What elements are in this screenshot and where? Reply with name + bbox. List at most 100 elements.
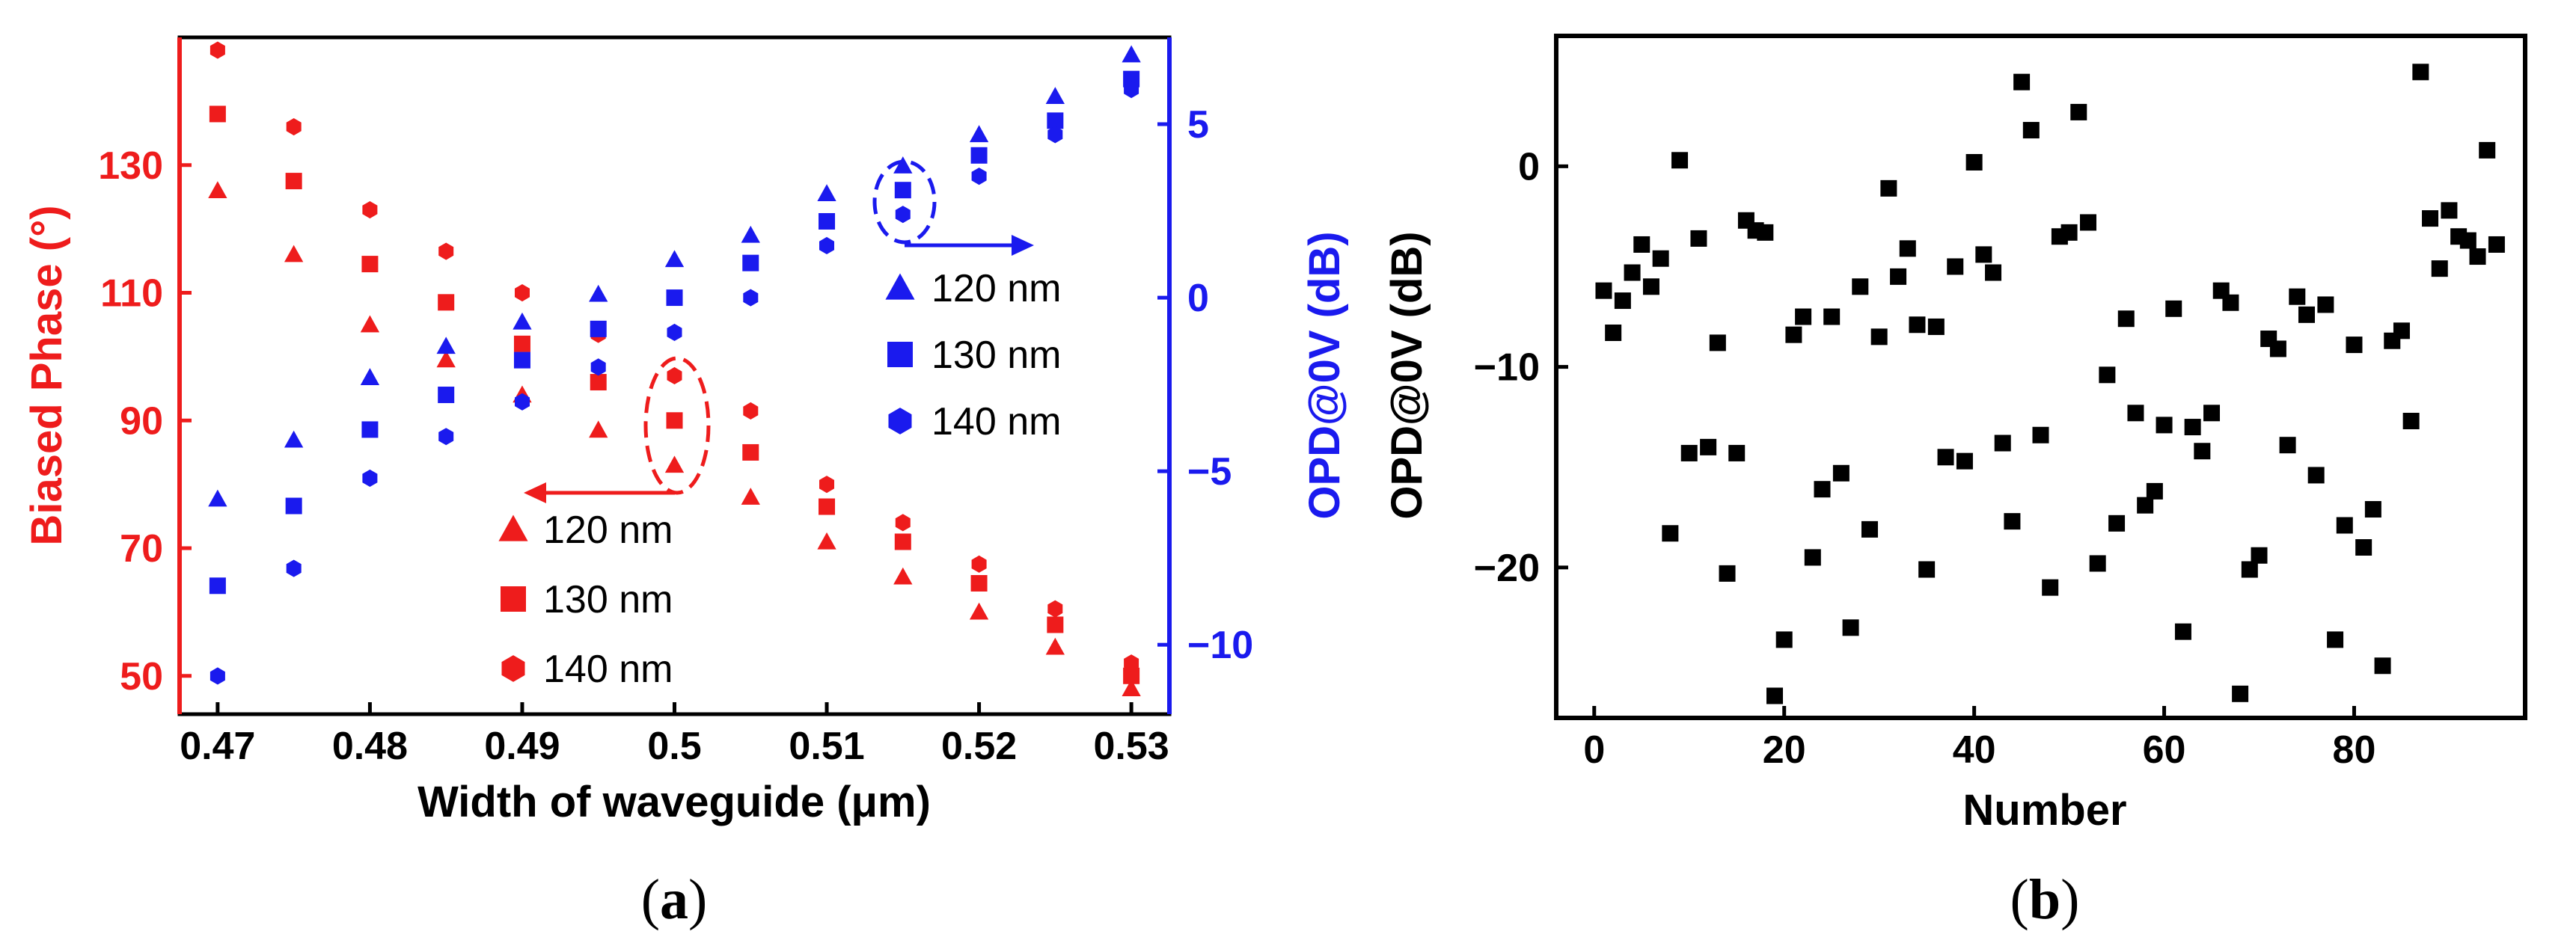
data-point-right-hexagon (1124, 81, 1139, 99)
data-point-b (1965, 153, 1983, 171)
data-point-right-hexagon (209, 667, 225, 685)
data-point-b (2156, 417, 2173, 434)
data-point-b (2241, 561, 2258, 578)
y-axis-label-b: OPD@0V (dB) (1383, 231, 1431, 519)
x-axis-label-a: Width of waveguide (μm) (417, 778, 931, 826)
data-point-b (1614, 292, 1631, 310)
data-point-right-hexagon (743, 289, 759, 307)
data-point-right-triangle (436, 337, 456, 354)
data-point-b (1909, 316, 1926, 334)
data-point-b (1700, 438, 1717, 455)
data-point-right-hexagon (438, 428, 454, 446)
data-point-right-square (209, 577, 226, 595)
data-point-b (2222, 294, 2239, 311)
data-point-b (2061, 224, 2078, 241)
data-point-right-hexagon (362, 469, 378, 487)
data-point-right-triangle (817, 184, 836, 201)
legend-left-marker (501, 586, 526, 612)
data-point-right-square (970, 147, 988, 164)
data-point-right-hexagon (286, 559, 302, 577)
data-point-b (2099, 366, 2116, 384)
data-point-b (2298, 306, 2315, 323)
data-point-right-square (1123, 70, 1140, 87)
x-tick-label-a: 0.49 (484, 725, 560, 768)
data-point-b (2431, 260, 2448, 277)
data-point-b (2042, 579, 2059, 596)
data-point-right-triangle (589, 284, 608, 302)
legend-left: 120 nm 130 nm 140 nm (498, 509, 673, 691)
data-point-b (1975, 246, 1992, 263)
data-point-b (2079, 214, 2096, 231)
data-point-b (2279, 437, 2296, 454)
data-point-left-square (894, 533, 911, 550)
data-point-right-hexagon (590, 358, 606, 376)
x-tick-label-b: 40 (1953, 728, 1996, 772)
data-point-b (1757, 224, 1774, 241)
data-point-left-triangle (969, 602, 989, 620)
data-point-left-triangle (664, 455, 685, 473)
data-point-left-square (970, 574, 988, 592)
chart-panel-a: 0.47 0.48 0.49 0.5 0.51 0.52 0.53 507090110130… (22, 35, 1349, 931)
data-point-b (1709, 334, 1726, 351)
chart-panel-b: 0 20 40 60 80 0 −10 −20 Number OPD@0V (dB) (b) (1383, 34, 2527, 931)
data-point-left-triangle (208, 181, 227, 199)
data-point-b (2203, 405, 2221, 422)
data-point-right-square (1047, 112, 1064, 129)
data-point-left-square (209, 105, 226, 123)
data-point-right-hexagon (971, 168, 987, 185)
x-tick-label-a: 0.52 (941, 725, 1017, 768)
y-axis-label-left: Biased Phase (°) (22, 205, 71, 545)
highlight-ellipse-right (872, 159, 937, 245)
data-point-b (2364, 501, 2381, 518)
plot-frame-b (1554, 34, 2527, 720)
data-point-b (2232, 685, 2249, 702)
data-point-b (2004, 513, 2021, 530)
data-point-b (1937, 449, 1954, 466)
data-point-left-square (590, 374, 607, 391)
data-point-left-square (1123, 667, 1140, 684)
data-point-b (1890, 268, 1907, 285)
data-point-right-triangle (208, 489, 227, 507)
data-point-b (1823, 308, 1841, 325)
data-point-left-hexagon (743, 402, 759, 420)
legend-left-label: 130 nm (543, 578, 673, 621)
data-point-b (1814, 481, 1831, 498)
data-point-right-square (590, 320, 607, 337)
data-point-right-triangle (664, 250, 685, 268)
legend-left-label: 120 nm (543, 509, 673, 552)
data-point-right-hexagon (515, 393, 530, 411)
data-point-right-square (513, 351, 530, 369)
data-point-right-triangle (893, 156, 913, 173)
data-point-left-square (666, 412, 683, 429)
data-point-left-triangle (893, 567, 913, 585)
data-point-b (1947, 258, 1964, 275)
legend-right-label: 120 nm (931, 267, 1061, 310)
data-point-b (2374, 657, 2391, 675)
data-point-b (2089, 555, 2106, 572)
legend-left-marker (498, 515, 528, 541)
data-point-b (2184, 419, 2201, 436)
data-point-b (1985, 264, 2002, 281)
legend-right-marker (885, 273, 915, 300)
data-point-b (1870, 328, 1888, 345)
y-tick-label-b: 0 (1518, 145, 1540, 188)
data-point-left-square (361, 256, 379, 273)
x-tick-label-a: 0.53 (1094, 725, 1169, 768)
data-point-b (1785, 326, 1802, 343)
data-point-right-square (285, 497, 302, 515)
data-point-b (2127, 405, 2144, 422)
data-point-b (1690, 230, 1707, 247)
data-point-b (1652, 250, 1669, 267)
data-point-b (1775, 631, 1793, 648)
x-tick-label-b: 80 (2333, 728, 2376, 772)
legend-right: 120 nm 130 nm 140 nm (885, 267, 1061, 443)
data-point-b (2022, 122, 2040, 139)
data-point-left-triangle (817, 532, 836, 550)
legend-right-label: 130 nm (931, 334, 1061, 377)
data-point-b (1880, 179, 1897, 197)
panel-label-b: (b) (2010, 868, 2080, 931)
data-point-b (2346, 337, 2363, 354)
data-point-b (1795, 308, 1812, 325)
data-point-left-square (513, 335, 530, 352)
